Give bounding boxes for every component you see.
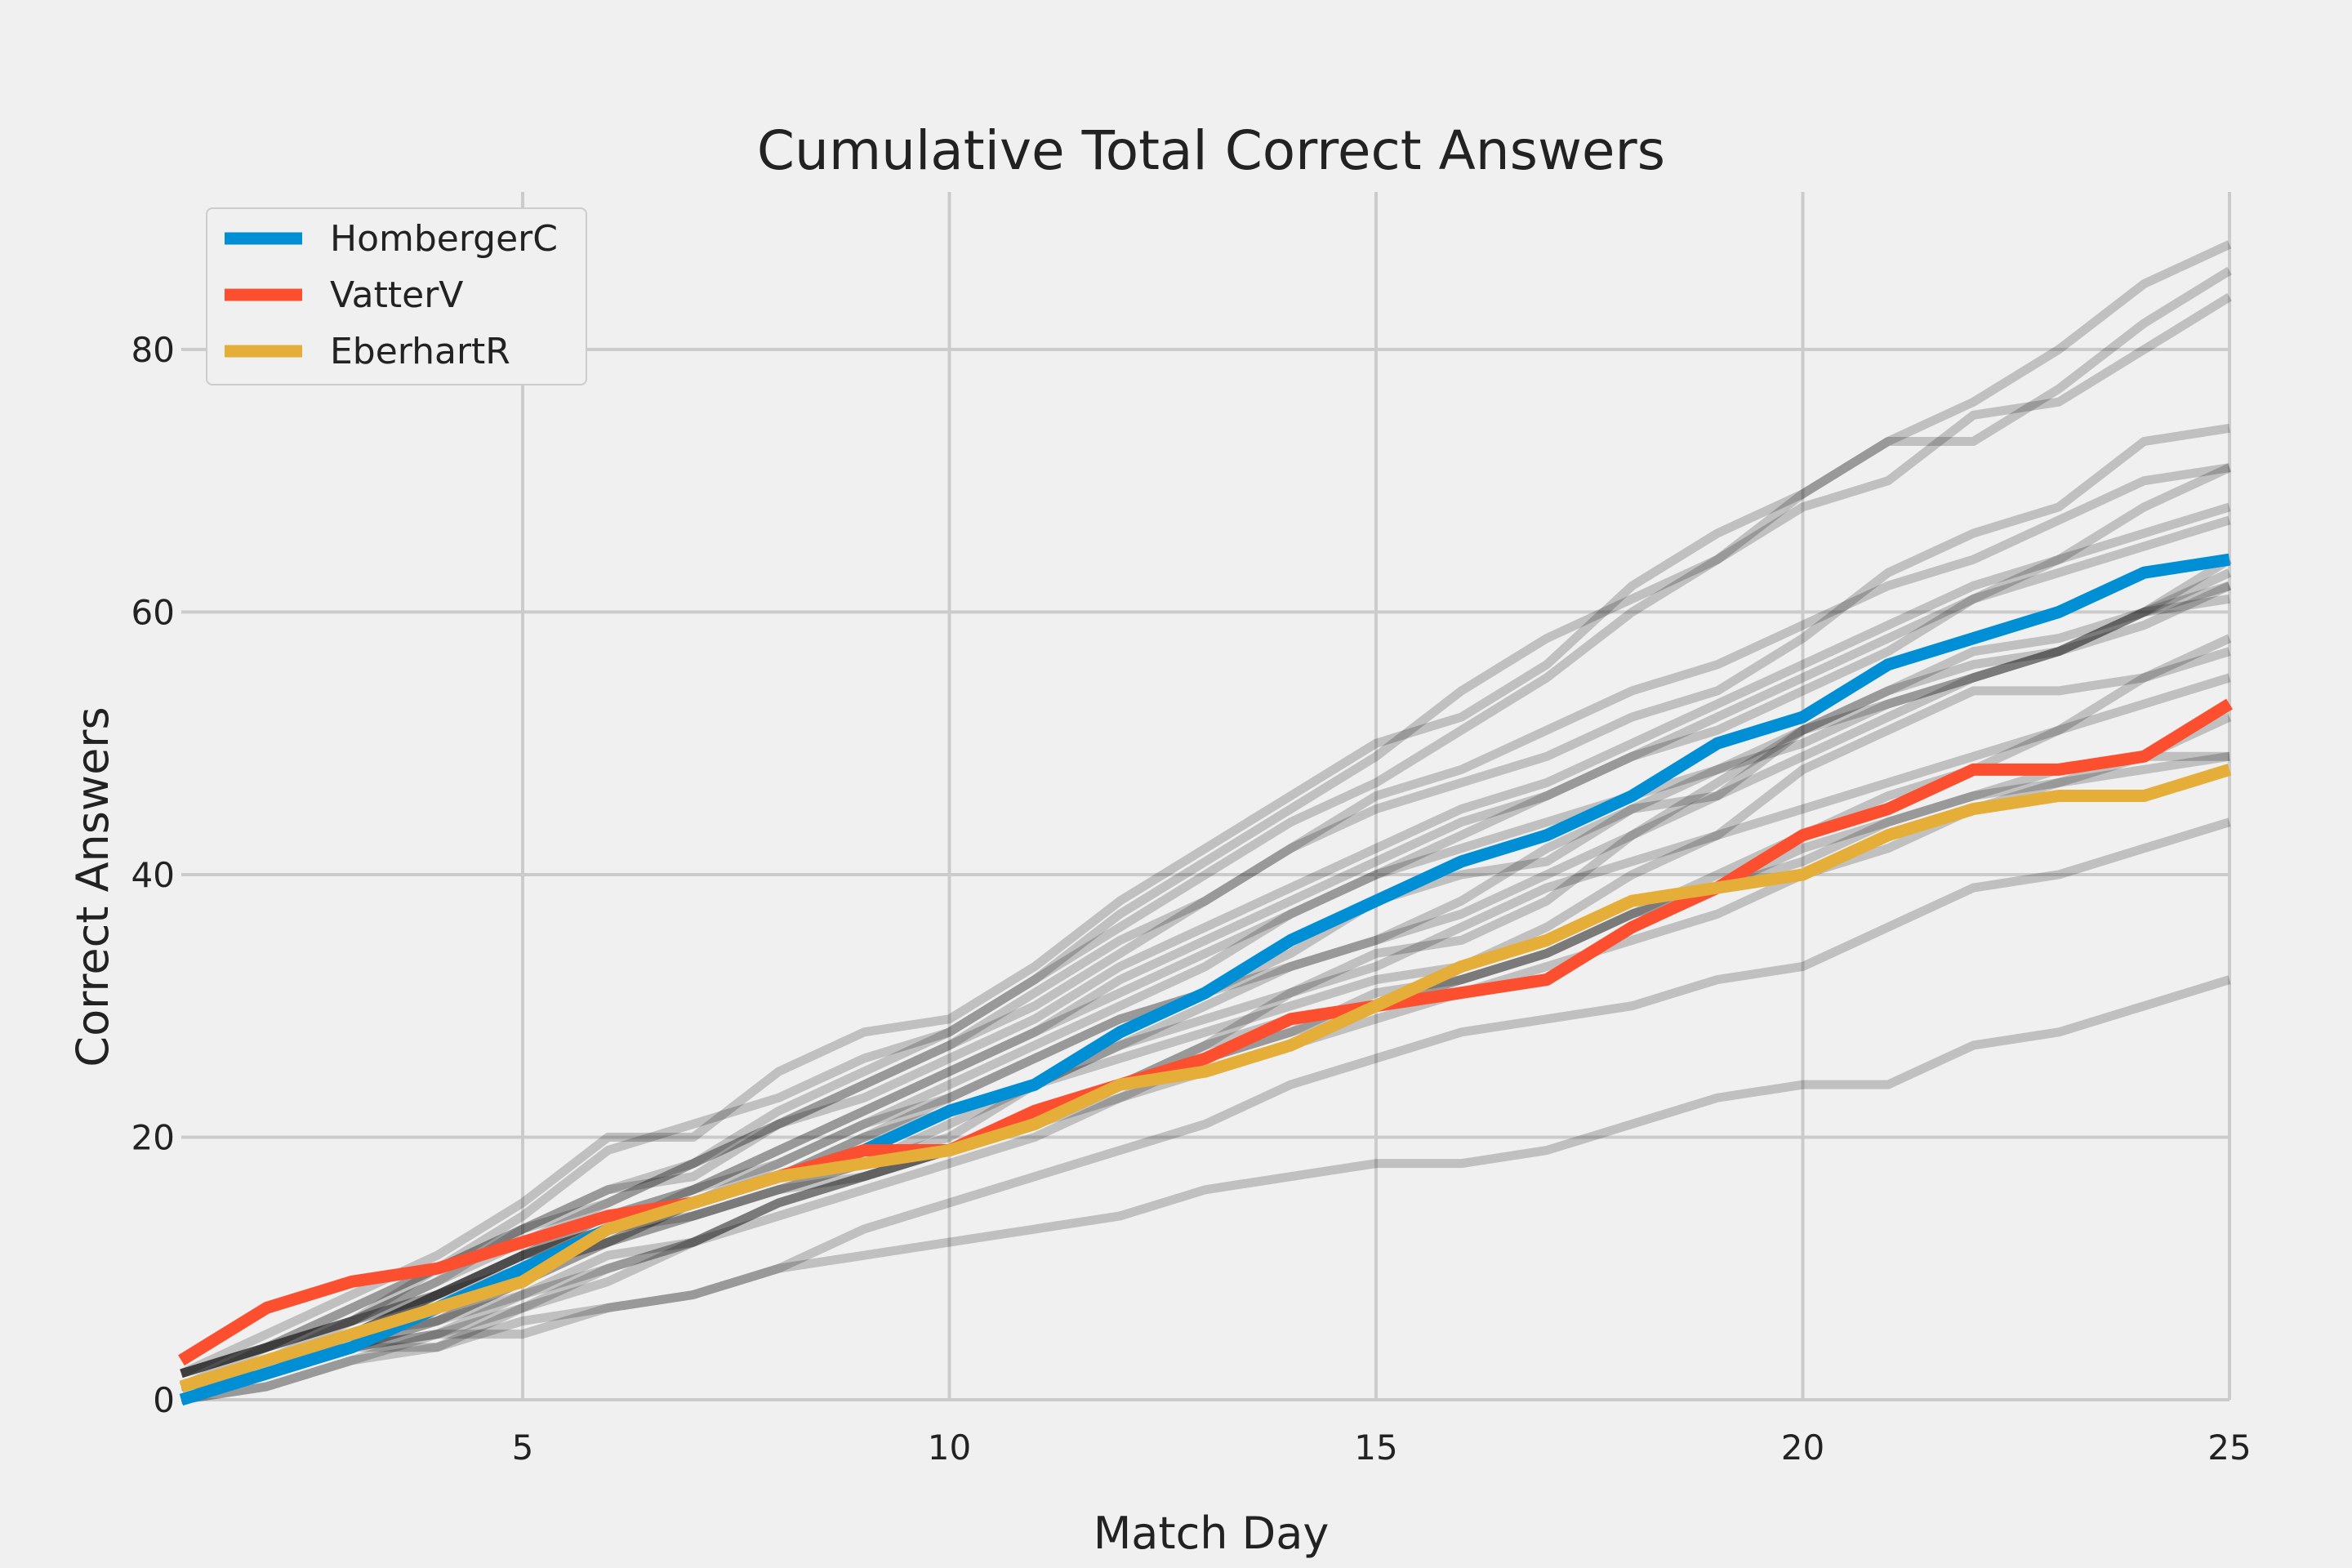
y-tick-label: 0 (153, 1380, 175, 1420)
series-line-hombergerc (179, 553, 2231, 1406)
legend-label: EberhartR (330, 331, 510, 372)
x-axis-ticks: 5 10 15 20 25 (512, 1428, 2252, 1468)
x-tick-label: 5 (512, 1428, 534, 1468)
highlighted-lines (178, 553, 2233, 1406)
series-line-eberhartr (179, 764, 2232, 1393)
background-series-line (180, 817, 2231, 1405)
y-tick-label: 20 (131, 1117, 175, 1157)
legend-box (206, 207, 587, 385)
series-line-vatterv (178, 698, 2233, 1366)
y-tick-label: 40 (131, 855, 175, 895)
legend-label: VatterV (330, 274, 463, 316)
background-series-line (180, 515, 2231, 1392)
background-series-line (180, 975, 2231, 1405)
background-series-line (180, 463, 2232, 1405)
background-series-line (179, 240, 2232, 1391)
y-tick-label: 60 (131, 592, 175, 632)
background-series-line (180, 634, 2232, 1405)
x-axis-label: Match Day (1094, 1508, 1330, 1559)
chart-title: Cumulative Total Correct Answers (757, 119, 1665, 182)
background-series-line (180, 751, 2230, 1405)
y-axis-label: Correct Answers (67, 706, 118, 1067)
background-series-line (180, 463, 2230, 1379)
legend: HombergerC VatterV EberhartR (206, 207, 587, 385)
x-tick-label: 20 (1781, 1428, 1824, 1468)
background-series-line (180, 568, 2232, 1392)
background-series-line (180, 423, 2230, 1392)
y-axis-ticks: 0 20 40 60 80 (131, 330, 175, 1420)
legend-label: HombergerC (330, 218, 558, 260)
x-tick-label: 15 (1354, 1428, 1397, 1468)
background-series-line (180, 502, 2231, 1379)
x-tick-label: 10 (928, 1428, 971, 1468)
x-tick-label: 25 (2207, 1428, 2251, 1468)
background-series-line (179, 266, 2232, 1378)
grid (181, 192, 2231, 1401)
y-tick-label: 80 (131, 330, 175, 370)
